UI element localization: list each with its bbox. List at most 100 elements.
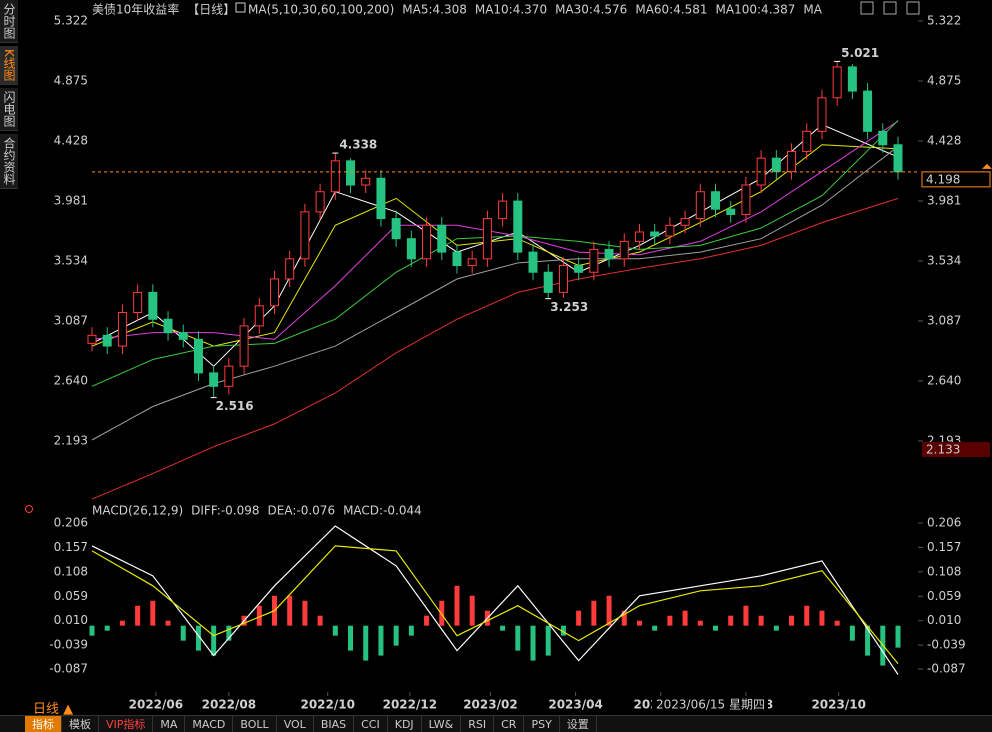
candle-body	[513, 200, 523, 253]
tab[interactable]: KDJ	[388, 716, 422, 732]
y-tick-label-right: 0.059	[927, 589, 961, 603]
tab[interactable]: LW&	[422, 716, 462, 732]
candle-body	[695, 191, 705, 220]
side-tab[interactable]: K线图	[0, 46, 18, 85]
candle-body	[452, 251, 462, 267]
chart-subtitle: 【日线】	[187, 3, 235, 17]
tab[interactable]: 模板	[62, 716, 99, 732]
candle-body	[589, 248, 599, 273]
x-tick-label: 2022/08	[202, 698, 256, 712]
macd-bar	[302, 600, 308, 626]
macd-bar	[713, 625, 719, 631]
y-tick-label-right: 0.108	[927, 564, 961, 578]
tab[interactable]: PSY	[524, 716, 560, 732]
tab[interactable]: 指标	[25, 716, 62, 732]
candle-body	[437, 224, 447, 253]
tab[interactable]: RSI	[461, 716, 495, 732]
macd-bar	[834, 620, 840, 626]
macd-bar	[865, 625, 871, 656]
side-tab[interactable]: 闪电图	[0, 87, 18, 131]
macd-bar	[500, 625, 506, 631]
period-label[interactable]: 日线 ▲	[33, 702, 74, 717]
candle-body	[361, 177, 371, 186]
macd-bar	[697, 620, 703, 626]
chart-title: 美债10年收益率	[92, 2, 179, 17]
tab[interactable]: BOLL	[233, 716, 277, 732]
candle-body	[178, 332, 188, 340]
tab-bar: 指标 模板 VIP指标 MA MACD BOLL VOL BIAS CCI KDJ LW& RSI CR…	[0, 715, 992, 732]
macd-line	[91, 525, 899, 675]
y-tick-label-right: 3.981	[927, 193, 961, 207]
low-label: 2.516	[216, 399, 254, 413]
macd-bar	[408, 625, 414, 636]
x-tick-label: 2023/10	[811, 698, 865, 712]
tab[interactable]: VIP指标	[99, 716, 154, 732]
y-tick-label: 2.193	[54, 433, 88, 447]
macd-bar	[728, 615, 734, 626]
side-tab[interactable]: 分时图	[0, 0, 18, 43]
candle-body	[847, 66, 857, 92]
macd-bar	[348, 625, 354, 651]
candle-body	[224, 365, 234, 387]
macd-bar	[743, 605, 749, 626]
y-tick-label-right: -0.039	[927, 638, 966, 652]
macd-bar	[287, 595, 293, 626]
candle-body	[330, 160, 340, 193]
y-tick-label: 0.059	[54, 589, 88, 603]
candle-body	[285, 258, 295, 280]
tab[interactable]: BIAS	[314, 716, 355, 732]
macd-bar	[317, 615, 323, 626]
ma-line	[91, 197, 899, 500]
candle-body	[315, 191, 325, 213]
sidebar: 分时图 K线图 闪电图 合约资料	[0, 0, 18, 214]
y-tick-label-right: 3.534	[927, 253, 961, 267]
macd-bar	[819, 610, 825, 626]
candle-body	[346, 160, 356, 186]
macd-bar	[363, 625, 369, 661]
tab[interactable]: 设置	[560, 716, 597, 732]
y-tick-label: 4.875	[54, 73, 88, 87]
macd-icon[interactable]	[25, 505, 33, 513]
macd-line	[91, 545, 899, 664]
candle-body	[269, 278, 279, 307]
macd-bar	[636, 620, 642, 626]
high-label: 5.021	[841, 46, 879, 60]
candle-body	[300, 211, 310, 260]
candle-body	[802, 130, 812, 152]
candle-body	[528, 251, 538, 273]
legend-entry: MA	[803, 3, 822, 17]
macd-bar	[545, 625, 551, 656]
chart: 5.322 5.322 4.875 4.875 4.428 4.428 3.981 3.981…	[25, 1, 992, 713]
candle-body	[193, 338, 203, 374]
tab[interactable]: CR	[494, 716, 525, 732]
macd-bar	[758, 615, 764, 626]
macd-bar	[576, 610, 582, 626]
macd-bar	[895, 625, 901, 648]
candle-body	[726, 208, 736, 216]
toolbar-icons[interactable]	[860, 1, 920, 15]
y-tick-label-right: 4.428	[927, 133, 961, 147]
candle-body	[665, 224, 675, 237]
candle-body	[893, 144, 903, 173]
candle-body	[498, 200, 508, 220]
crosshair-box	[922, 442, 990, 458]
legend-entry: MA60:4.581	[635, 3, 707, 17]
macd-bar	[89, 625, 95, 636]
candle-body	[711, 191, 721, 210]
side-tab[interactable]: 合约资料	[0, 133, 18, 189]
legend-entry: MA5:4.308	[402, 3, 467, 17]
tab[interactable]: CCI	[354, 716, 388, 732]
tab[interactable]: MA	[153, 716, 186, 732]
y-tick-label-right: -0.087	[927, 662, 966, 676]
macd-bar	[226, 625, 232, 641]
macd-bar	[530, 625, 536, 661]
macd-bar	[104, 625, 110, 631]
candle-body	[87, 334, 97, 344]
y-tick-label: 5.322	[54, 14, 88, 28]
crosshair-price: 2.133	[926, 443, 960, 457]
tab[interactable]: MACD	[185, 716, 234, 732]
macd-bar	[849, 625, 855, 641]
date-tooltip: 2023/06/15 星期四	[656, 698, 765, 712]
tab[interactable]: VOL	[277, 716, 314, 732]
macd-bar	[652, 625, 658, 631]
